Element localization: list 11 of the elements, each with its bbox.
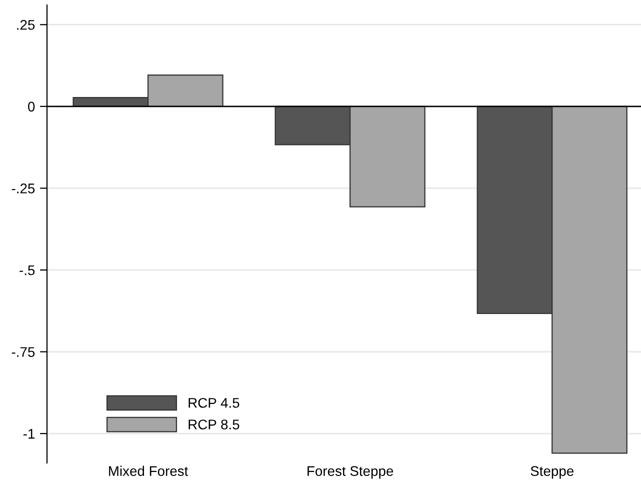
legend-label: RCP 4.5 [188,398,240,408]
y-tick-label: .25 [17,20,35,30]
x-tick-label: Steppe [530,466,574,479]
x-tick-label: Mixed Forest [109,466,188,476]
y-tick-label: -.5 [20,265,35,276]
y-tick-label: -1 [23,429,35,439]
y-tick-label: -.75 [12,347,35,357]
y-tick-label: -.25 [12,184,35,194]
x-tick-label: Forest Steppe [308,466,394,479]
legend-label: RCP 8.5 [188,420,240,430]
y-tick-label: 0 [28,102,35,112]
